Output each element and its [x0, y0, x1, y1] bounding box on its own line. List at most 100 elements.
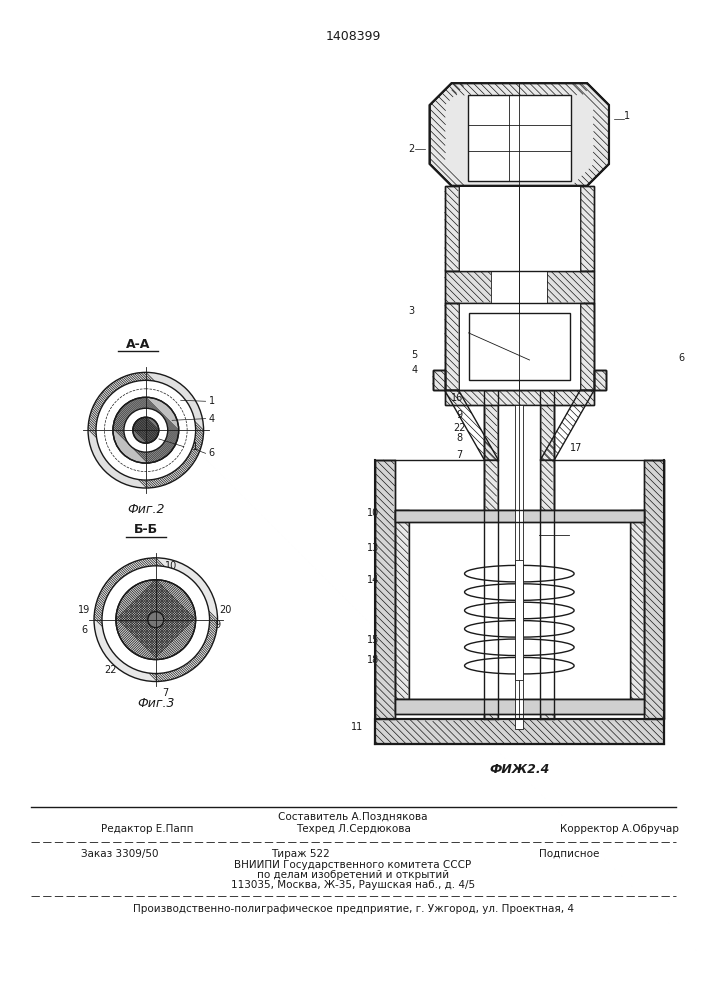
Bar	[433, 370, 445, 390]
Bar	[375, 460, 395, 719]
Text: 6: 6	[81, 625, 87, 635]
Bar	[445, 271, 594, 303]
Text: 9: 9	[214, 620, 221, 630]
Bar	[484, 390, 498, 719]
Bar	[395, 699, 644, 714]
Bar	[580, 303, 594, 390]
Bar	[395, 510, 409, 699]
Text: 6: 6	[679, 353, 685, 363]
Text: 2: 2	[409, 144, 415, 154]
Text: Подписное: Подписное	[539, 849, 600, 859]
Text: 15: 15	[367, 635, 379, 645]
Text: 14: 14	[367, 575, 379, 585]
Text: 18: 18	[367, 655, 379, 665]
Text: 1: 1	[209, 396, 215, 406]
Text: 17: 17	[194, 625, 206, 635]
Text: Техред Л.Сердюкова: Техред Л.Сердюкова	[296, 824, 411, 834]
Bar	[580, 186, 594, 271]
Bar	[594, 370, 606, 390]
Text: ВНИИПИ Государственного комитета СССР: ВНИИПИ Государственного комитета СССР	[235, 860, 472, 870]
Bar	[395, 510, 409, 699]
Circle shape	[124, 408, 168, 452]
Bar	[515, 405, 523, 729]
Text: Производственно-полиграфическое предприятие, г. Ужгород, ул. Проектная, 4: Производственно-полиграфическое предприя…	[132, 904, 573, 914]
Text: Фиг.2: Фиг.2	[127, 503, 165, 516]
Text: 19: 19	[78, 605, 90, 615]
Bar	[498, 405, 540, 719]
Text: Корректор А.Обручар: Корректор А.Обручар	[559, 824, 679, 834]
Text: 22: 22	[453, 423, 466, 433]
Text: 4: 4	[411, 365, 418, 375]
Text: 4: 4	[209, 414, 215, 424]
Bar	[515, 560, 523, 680]
Bar	[445, 186, 459, 271]
Bar	[409, 510, 630, 699]
Bar	[469, 313, 570, 380]
Bar	[445, 303, 459, 390]
Bar	[630, 510, 644, 699]
Bar	[375, 719, 664, 744]
Text: 1408399: 1408399	[325, 30, 380, 43]
Text: 20: 20	[219, 605, 232, 615]
Circle shape	[94, 558, 218, 681]
Text: 22: 22	[105, 665, 117, 675]
Bar	[395, 510, 644, 522]
Bar	[445, 271, 594, 303]
Circle shape	[96, 380, 196, 480]
Circle shape	[102, 566, 209, 674]
Bar	[445, 186, 459, 271]
Bar	[459, 186, 580, 271]
Text: 16: 16	[450, 393, 462, 403]
Text: 113035, Москва, Ж-35, Раушская наб., д. 4/5: 113035, Москва, Ж-35, Раушская наб., д. …	[231, 880, 475, 890]
Bar	[630, 510, 644, 699]
Text: 6: 6	[209, 448, 215, 458]
Text: 5: 5	[411, 350, 418, 360]
Text: Фиг.3: Фиг.3	[137, 697, 175, 710]
Polygon shape	[430, 83, 609, 186]
Text: Б-Б: Б-Б	[134, 523, 158, 536]
Text: Заказ 3309/50: Заказ 3309/50	[81, 849, 158, 859]
Text: по делам изобретений и открытий: по делам изобретений и открытий	[257, 870, 449, 880]
Bar	[459, 303, 580, 390]
Bar	[375, 460, 395, 719]
Text: 10: 10	[165, 561, 177, 571]
Bar	[540, 390, 554, 719]
Bar	[594, 370, 606, 390]
Bar	[433, 370, 445, 390]
Bar	[445, 303, 459, 390]
Circle shape	[133, 417, 159, 443]
Text: 8: 8	[158, 580, 164, 590]
Text: 7: 7	[457, 450, 462, 460]
Bar	[445, 390, 594, 405]
Circle shape	[148, 612, 164, 628]
Text: 13: 13	[367, 543, 379, 553]
Bar	[594, 370, 606, 390]
Text: Составитель А.Позднякова: Составитель А.Позднякова	[279, 812, 428, 822]
Circle shape	[116, 580, 196, 660]
Bar	[433, 370, 445, 390]
Text: А-А: А-А	[126, 338, 150, 351]
Bar	[540, 390, 554, 719]
Text: ФИЖ2.4: ФИЖ2.4	[489, 763, 549, 776]
Text: 17: 17	[570, 443, 583, 453]
Bar	[395, 699, 644, 714]
Circle shape	[113, 397, 179, 463]
Bar	[467, 95, 571, 181]
Bar	[445, 390, 594, 405]
Text: 12: 12	[548, 533, 561, 543]
Bar	[491, 271, 547, 303]
Bar	[395, 510, 644, 522]
Text: Редактор Е.Папп: Редактор Е.Папп	[101, 824, 194, 834]
Text: Тираж 522: Тираж 522	[271, 849, 329, 859]
Bar	[644, 460, 664, 719]
Text: 3: 3	[409, 306, 415, 316]
Bar	[644, 460, 664, 719]
Text: 21: 21	[187, 442, 199, 452]
Text: 8: 8	[457, 433, 462, 443]
Circle shape	[88, 372, 204, 488]
Bar	[375, 719, 664, 744]
Bar	[580, 303, 594, 390]
Bar	[484, 390, 498, 719]
Text: 10: 10	[367, 508, 379, 518]
Bar	[580, 186, 594, 271]
